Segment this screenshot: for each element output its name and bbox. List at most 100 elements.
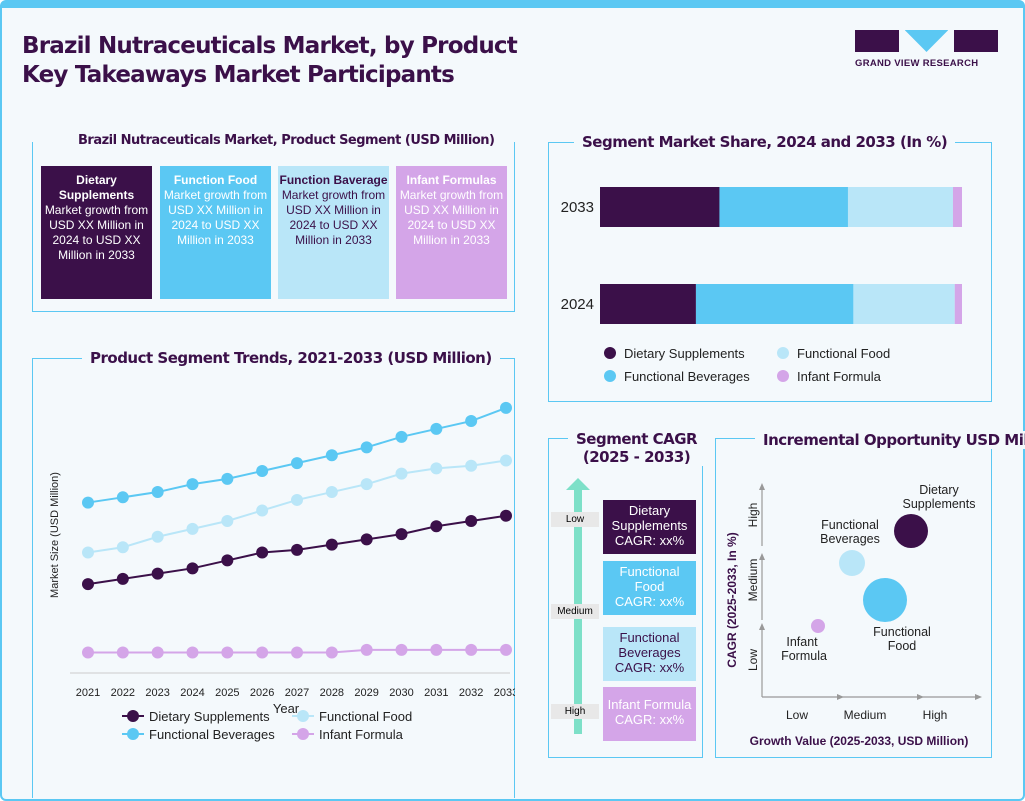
data-point	[256, 546, 269, 559]
x-tick-label: 2027	[285, 687, 309, 699]
x-tick-label: 2031	[424, 687, 448, 699]
data-point	[221, 514, 234, 527]
legend-label: Dietary Supplements	[149, 709, 270, 724]
legend-marker	[127, 710, 139, 722]
x-tick-label: Low	[786, 708, 808, 722]
legend-marker	[777, 370, 789, 382]
data-point	[395, 467, 408, 480]
data-point	[291, 457, 303, 470]
opportunity-title: Incremental Opportunity USD Million)	[755, 431, 1025, 449]
data-point	[186, 562, 199, 575]
x-tick-label: 2026	[250, 687, 274, 699]
bubble	[839, 550, 865, 576]
data-point	[465, 514, 478, 527]
x-tick-label: 2029	[354, 687, 378, 699]
data-point	[221, 646, 234, 659]
bubble-label: Infant	[786, 635, 818, 649]
data-point	[395, 643, 408, 656]
data-point	[221, 554, 234, 567]
x-tick-label: Medium	[844, 708, 887, 722]
legend-marker	[777, 347, 789, 359]
logo: GRAND VIEW RESEARCH	[855, 30, 999, 69]
data-point	[151, 646, 164, 659]
x-axis-label: Growth Value (2025-2033, USD Million)	[750, 734, 969, 748]
cagr-card-infant: Infant Formula CAGR: xx%	[603, 687, 696, 741]
bubble-label: Functional	[821, 518, 879, 532]
legend-marker	[127, 728, 139, 740]
bubble	[863, 578, 907, 622]
x-tick-label: 2030	[389, 687, 413, 699]
legend-marker	[604, 347, 616, 359]
data-point	[82, 546, 94, 559]
data-point	[430, 422, 443, 435]
data-point	[360, 643, 373, 656]
data-point	[186, 478, 199, 491]
y-axis-label: Market Size (USD Million)	[49, 472, 61, 598]
data-point	[151, 530, 164, 543]
data-point	[500, 454, 512, 467]
segment-card-food: Function Food Market growth from USD XX M…	[160, 166, 271, 299]
bar-category-label: 2033	[561, 199, 594, 216]
x-tick-label: 2025	[215, 687, 239, 699]
y-tick-label: Low	[746, 649, 760, 671]
data-point	[500, 643, 512, 656]
data-point	[465, 643, 478, 656]
bar-segment	[952, 187, 962, 227]
data-point	[256, 646, 269, 659]
cagr-level-medium: Medium	[551, 604, 599, 619]
data-point	[291, 543, 303, 556]
data-point	[325, 646, 338, 659]
x-tick-label: 2032	[459, 687, 483, 699]
data-point	[430, 520, 443, 533]
cagr-level-low: Low	[551, 512, 599, 527]
cagr-card-food: Functional Food CAGR: xx%	[603, 561, 696, 615]
bar-segment	[847, 187, 953, 227]
arrow-head-icon	[759, 483, 765, 490]
data-point	[256, 465, 269, 478]
y-tick-label: Medium	[746, 559, 760, 602]
data-point	[116, 572, 129, 585]
bubble-label: Beverages	[820, 532, 880, 546]
series-line	[87, 459, 507, 554]
bubble	[811, 619, 825, 633]
bubble-label: Dietary	[919, 483, 959, 497]
data-point	[82, 496, 94, 509]
data-point	[116, 491, 129, 504]
trend-title: Product Segment Trends, 2021-2033 (USD M…	[82, 349, 500, 367]
bubble-label: Formula	[781, 649, 827, 663]
data-point	[500, 509, 512, 522]
segment-card-dietary: Dietary Supplements Market growth from US…	[41, 166, 152, 299]
bar-segment	[600, 187, 720, 227]
segment-panel	[32, 142, 515, 312]
data-point	[116, 541, 129, 554]
data-point	[325, 538, 338, 551]
x-tick-label: 2033	[494, 687, 515, 699]
line-chart: 2021 2022 2023 2024 2025 2026 2027 2028 2029 2030…	[49, 401, 515, 742]
data-point	[82, 646, 94, 659]
bar-segment	[695, 284, 854, 324]
series-line	[87, 406, 507, 504]
data-point	[291, 646, 303, 659]
legend-marker	[604, 370, 616, 382]
cagr-card-beverages: Functional Beverages CAGR: xx%	[603, 627, 696, 681]
legend-label: Functional Beverages	[624, 369, 750, 384]
data-point	[186, 646, 199, 659]
data-point	[82, 578, 94, 591]
data-point	[325, 486, 338, 499]
legend-label: Functional Beverages	[149, 727, 275, 742]
x-tick-label: 2024	[180, 687, 204, 699]
arrow-head-icon	[759, 553, 765, 560]
segment-card-infant: Infant Formulas Market growth from USD XX…	[396, 166, 507, 299]
arrow-head-icon	[975, 694, 982, 700]
bar-segment	[853, 284, 955, 324]
legend-label: Functional Food	[319, 709, 412, 724]
bubble-chart: Low Medium High Low Medium High Growth Value (…	[725, 483, 982, 748]
cagr-title: Segment CAGR (2025 - 2033)	[568, 430, 706, 466]
bubble-label: Functional	[873, 625, 931, 639]
page-title: Brazil Nutraceuticals Market, by Product…	[22, 33, 518, 88]
legend-label: Infant Formula	[797, 369, 882, 384]
data-point	[186, 522, 199, 535]
data-point	[151, 486, 164, 499]
bar-segment	[600, 284, 696, 324]
data-point	[430, 643, 443, 656]
